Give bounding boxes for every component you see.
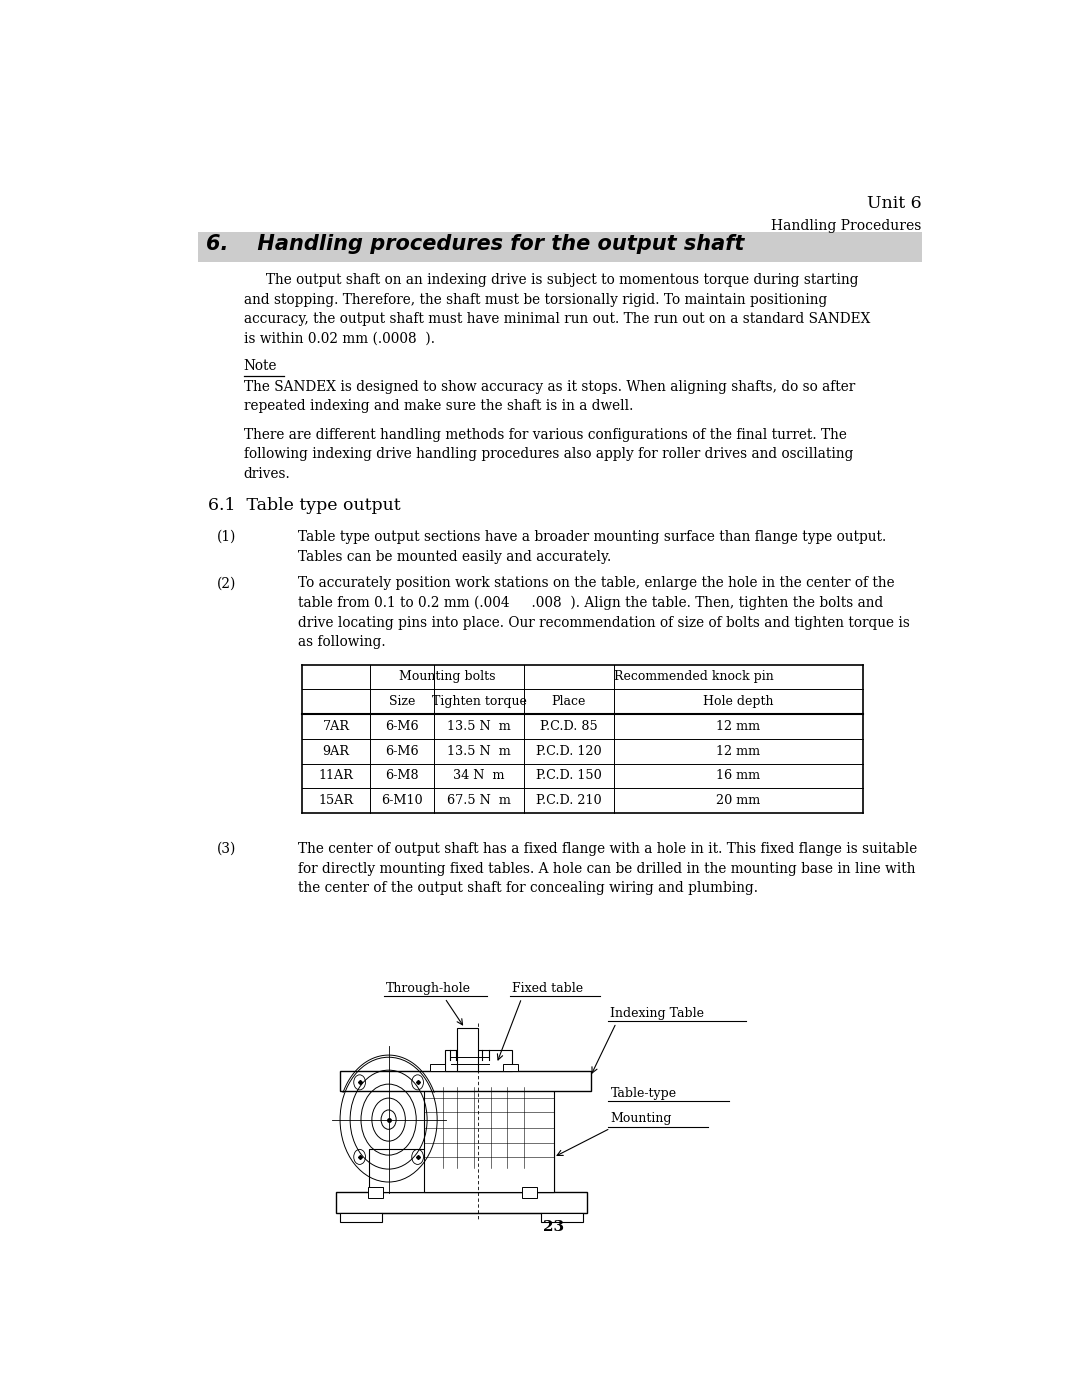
Text: 6.1  Table type output: 6.1 Table type output bbox=[207, 497, 401, 514]
Bar bbox=[198, 232, 922, 263]
Text: 12 mm: 12 mm bbox=[716, 719, 760, 733]
Text: Mounting bolts: Mounting bolts bbox=[399, 671, 495, 683]
Text: To accurately position work stations on the table, enlarge the hole in the cente: To accurately position work stations on … bbox=[298, 577, 910, 650]
Text: 6-M10: 6-M10 bbox=[381, 793, 422, 807]
Text: Recommended knock pin: Recommended knock pin bbox=[613, 671, 773, 683]
Text: The output shaft on an indexing drive is subject to momentous torque during star: The output shaft on an indexing drive is… bbox=[244, 272, 870, 345]
Bar bbox=[367, 1187, 382, 1199]
Bar bbox=[336, 1192, 588, 1213]
Text: Mounting: Mounting bbox=[610, 1112, 672, 1125]
Bar bbox=[340, 1213, 382, 1222]
Text: 12 mm: 12 mm bbox=[716, 745, 760, 757]
Bar bbox=[503, 1063, 518, 1071]
Text: The SANDEX is designed to show accuracy as it stops. When aligning shafts, do so: The SANDEX is designed to show accuracy … bbox=[244, 380, 855, 414]
Bar bbox=[445, 1049, 512, 1071]
Text: Handling Procedures: Handling Procedures bbox=[771, 219, 922, 233]
Text: P.C.D. 210: P.C.D. 210 bbox=[536, 793, 602, 807]
Text: Tighten torque: Tighten torque bbox=[432, 696, 526, 708]
Text: Through-hole: Through-hole bbox=[387, 982, 471, 995]
Text: Fixed table: Fixed table bbox=[512, 982, 583, 995]
Text: 23: 23 bbox=[543, 1220, 564, 1234]
Bar bbox=[369, 1148, 554, 1192]
Text: 67.5 N  m: 67.5 N m bbox=[447, 793, 511, 807]
Text: 7AR: 7AR bbox=[323, 719, 350, 733]
Text: 34 N  m: 34 N m bbox=[454, 770, 504, 782]
Text: 16 mm: 16 mm bbox=[716, 770, 760, 782]
Text: Place: Place bbox=[552, 696, 586, 708]
Text: 6-M6: 6-M6 bbox=[386, 745, 419, 757]
Bar bbox=[430, 1063, 445, 1071]
Text: Size: Size bbox=[389, 696, 415, 708]
Text: 6.    Handling procedures for the output shaft: 6. Handling procedures for the output sh… bbox=[206, 235, 744, 254]
Text: 6-M8: 6-M8 bbox=[386, 770, 419, 782]
Text: 9AR: 9AR bbox=[323, 745, 350, 757]
Text: P.C.D. 120: P.C.D. 120 bbox=[536, 745, 602, 757]
Text: (1): (1) bbox=[217, 529, 237, 545]
Bar bbox=[457, 1028, 477, 1071]
Text: Unit 6: Unit 6 bbox=[867, 194, 922, 211]
Text: 6-M6: 6-M6 bbox=[386, 719, 419, 733]
Text: (3): (3) bbox=[217, 842, 237, 856]
Text: Table-type: Table-type bbox=[610, 1087, 676, 1101]
Bar bbox=[340, 1071, 591, 1091]
Text: 13.5 N  m: 13.5 N m bbox=[447, 745, 511, 757]
Bar bbox=[522, 1187, 537, 1199]
Text: P.C.D. 150: P.C.D. 150 bbox=[536, 770, 602, 782]
Text: Hole depth: Hole depth bbox=[703, 696, 773, 708]
Bar bbox=[541, 1213, 583, 1222]
Text: (2): (2) bbox=[217, 577, 237, 591]
Text: P.C.D. 85: P.C.D. 85 bbox=[540, 719, 597, 733]
Text: 15AR: 15AR bbox=[319, 793, 353, 807]
Text: Indexing Table: Indexing Table bbox=[610, 1007, 704, 1020]
Text: 11AR: 11AR bbox=[319, 770, 353, 782]
Text: Table type output sections have a broader mounting surface than flange type outp: Table type output sections have a broade… bbox=[298, 529, 887, 563]
Bar bbox=[423, 1087, 554, 1192]
Text: 13.5 N  m: 13.5 N m bbox=[447, 719, 511, 733]
Text: 20 mm: 20 mm bbox=[716, 793, 760, 807]
Text: There are different handling methods for various configurations of the final tur: There are different handling methods for… bbox=[244, 427, 853, 481]
Text: Note: Note bbox=[244, 359, 278, 373]
Text: The center of output shaft has a fixed flange with a hole in it. This fixed flan: The center of output shaft has a fixed f… bbox=[298, 842, 918, 895]
